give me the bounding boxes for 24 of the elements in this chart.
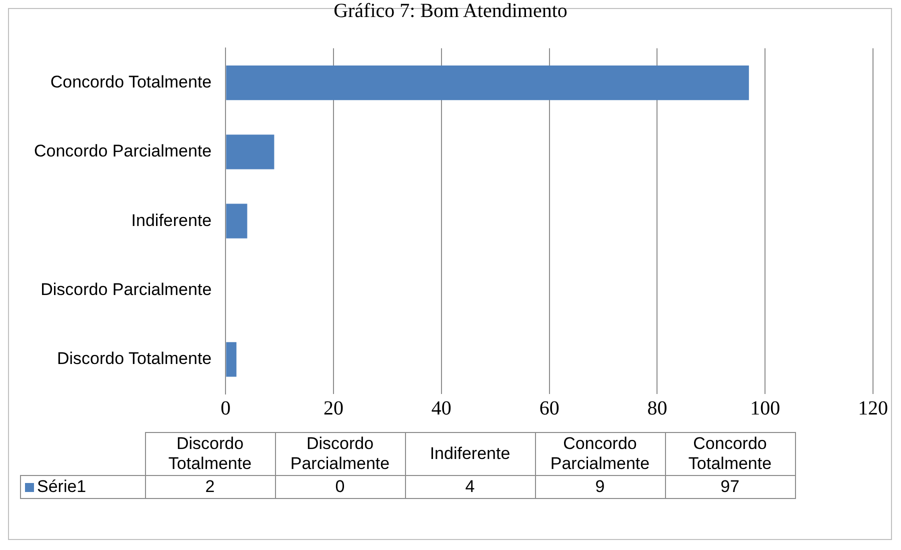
x-tick-label: 60 xyxy=(539,397,560,420)
category-label: Discordo Totalmente xyxy=(168,434,252,473)
text: 9 xyxy=(535,476,665,498)
category-label: Concordo Parcialmente xyxy=(550,434,650,473)
y-tick-label: Concordo Parcialmente xyxy=(34,142,212,161)
y-tick-label: Discordo Totalmente xyxy=(56,349,212,368)
y-tick-label: Concordo Totalmente xyxy=(50,72,212,92)
category-label: Concordo Totalmente xyxy=(688,434,772,473)
x-tick-label: 80 xyxy=(647,397,668,420)
legend-label: Série1 xyxy=(20,476,145,498)
x-tick-label: 40 xyxy=(431,397,452,420)
text: 4 xyxy=(405,476,535,498)
x-tick-label: 100 xyxy=(750,397,780,420)
x-tick-label: 120 xyxy=(858,397,888,420)
text: 0 xyxy=(275,476,405,498)
category-label: Discordo Parcialmente xyxy=(290,434,390,473)
x-tick-label: 0 xyxy=(220,397,231,420)
x-tick-label: 20 xyxy=(324,397,344,420)
chart-title: Gráfico 7: Bom Atendimento xyxy=(332,0,568,22)
y-tick-label: Indiferente xyxy=(131,210,212,230)
text: 2 xyxy=(145,476,275,498)
y-tick-label: Discordo Parcialmente xyxy=(40,280,212,299)
text: 97 xyxy=(665,476,795,498)
category-label: Indiferente xyxy=(430,444,510,463)
